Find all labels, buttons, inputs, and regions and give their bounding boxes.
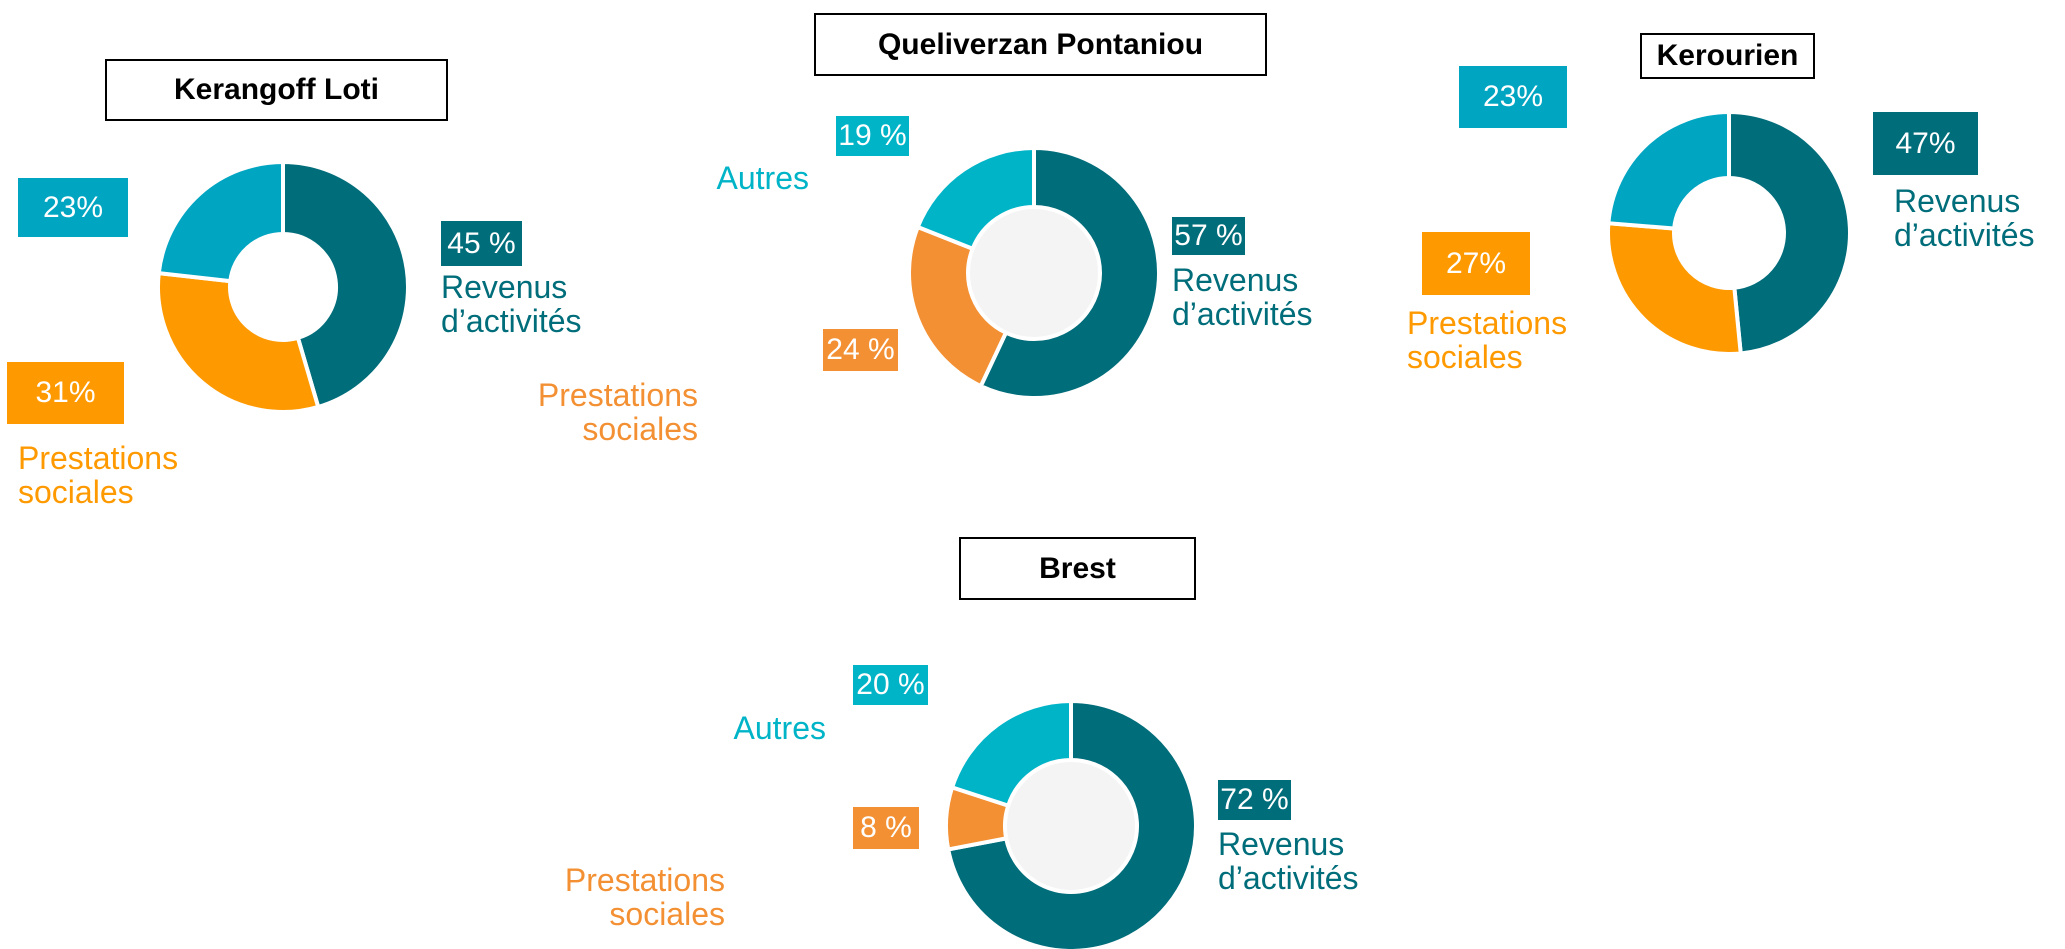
category-label: Prestations sociales	[537, 377, 698, 447]
donut-hole	[232, 236, 334, 338]
donut-hole	[1676, 180, 1782, 286]
value-label: 27%	[1422, 232, 1530, 295]
value-label: 24 %	[823, 329, 898, 371]
value-label: 45 %	[441, 221, 522, 266]
value-label: 23%	[1459, 66, 1567, 128]
category-label: Revenus d’activités	[441, 269, 582, 339]
chart-title: Kerangoff Loti	[105, 59, 448, 121]
chart-title: Brest	[959, 537, 1196, 600]
donut-hole	[970, 209, 1098, 337]
category-label: Autres	[716, 160, 809, 196]
donut-slice	[281, 159, 410, 410]
value-label: 72 %	[1218, 780, 1291, 820]
donut-slice	[1606, 221, 1743, 356]
donut-slice	[907, 224, 1009, 389]
category-label: Prestations sociales	[1407, 305, 1568, 375]
category-label: Revenus d’activités	[1894, 183, 2035, 253]
value-label: 23%	[18, 178, 128, 237]
value-label: 31%	[7, 362, 124, 424]
category-label: Revenus d’activités	[1218, 826, 1359, 896]
donut-slice	[156, 270, 321, 414]
donut-slice	[1727, 109, 1852, 356]
value-label: 20 %	[853, 665, 928, 705]
donut-slice	[156, 159, 285, 284]
donut-slice	[949, 698, 1073, 809]
value-label: 8 %	[853, 807, 919, 849]
chart-title: Kerourien	[1640, 33, 1815, 79]
value-label: 47%	[1873, 112, 1978, 175]
category-label: Prestations sociales	[564, 862, 725, 932]
donut-slice	[915, 145, 1036, 252]
donut-slice	[945, 698, 1198, 949]
value-label: 57 %	[1172, 217, 1245, 255]
category-label: Autres	[733, 710, 826, 746]
donut-hole	[1007, 762, 1135, 890]
value-label: 19 %	[836, 116, 909, 156]
donut-slice	[1606, 109, 1731, 231]
chart-title: Queliverzan Pontaniou	[814, 13, 1267, 76]
category-label: Revenus d’activités	[1172, 262, 1313, 332]
category-label: Prestations sociales	[18, 440, 179, 510]
donut-slice	[978, 145, 1161, 400]
